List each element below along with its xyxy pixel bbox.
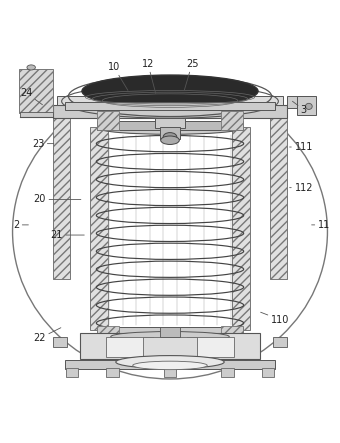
Text: 110: 110: [261, 312, 289, 325]
Bar: [232, 127, 250, 330]
Text: 11: 11: [312, 220, 330, 230]
Ellipse shape: [161, 136, 179, 144]
Text: 12: 12: [142, 59, 156, 93]
Text: 111: 111: [290, 142, 313, 152]
Bar: [97, 327, 243, 337]
Bar: [143, 337, 197, 357]
Bar: [160, 127, 180, 139]
Bar: [53, 337, 67, 347]
Bar: [164, 368, 176, 377]
Bar: [160, 327, 180, 337]
Bar: [65, 360, 275, 369]
Bar: [106, 368, 119, 377]
Ellipse shape: [27, 65, 35, 70]
Bar: [52, 105, 288, 118]
Ellipse shape: [305, 103, 312, 109]
Bar: [97, 326, 119, 345]
Text: 21: 21: [50, 230, 84, 240]
Text: 25: 25: [184, 59, 198, 90]
Bar: [97, 112, 119, 130]
Text: 24: 24: [20, 88, 42, 105]
Ellipse shape: [99, 122, 241, 134]
Bar: [287, 96, 309, 108]
Bar: [20, 113, 53, 117]
Text: 23: 23: [32, 139, 54, 148]
Bar: [90, 127, 108, 330]
Ellipse shape: [163, 132, 177, 141]
Text: 22: 22: [33, 328, 61, 343]
Text: 112: 112: [290, 183, 313, 193]
Bar: [270, 117, 288, 279]
Bar: [273, 337, 287, 347]
Bar: [262, 368, 274, 377]
Bar: [155, 118, 185, 128]
Text: 20: 20: [33, 194, 81, 205]
Bar: [97, 120, 243, 130]
Ellipse shape: [82, 75, 258, 107]
Bar: [56, 96, 284, 105]
Text: 3: 3: [292, 101, 307, 115]
Bar: [66, 368, 78, 377]
Ellipse shape: [116, 356, 224, 369]
Text: 2: 2: [13, 220, 29, 230]
Bar: [221, 326, 243, 345]
Bar: [52, 117, 70, 279]
Bar: [221, 368, 234, 377]
Bar: [106, 337, 153, 357]
Bar: [221, 112, 243, 130]
Bar: [297, 96, 316, 115]
Bar: [187, 337, 234, 357]
Ellipse shape: [133, 361, 207, 369]
Bar: [19, 69, 53, 113]
Text: 10: 10: [108, 62, 128, 90]
Ellipse shape: [111, 331, 229, 342]
Bar: [65, 102, 275, 110]
Bar: [80, 333, 260, 359]
